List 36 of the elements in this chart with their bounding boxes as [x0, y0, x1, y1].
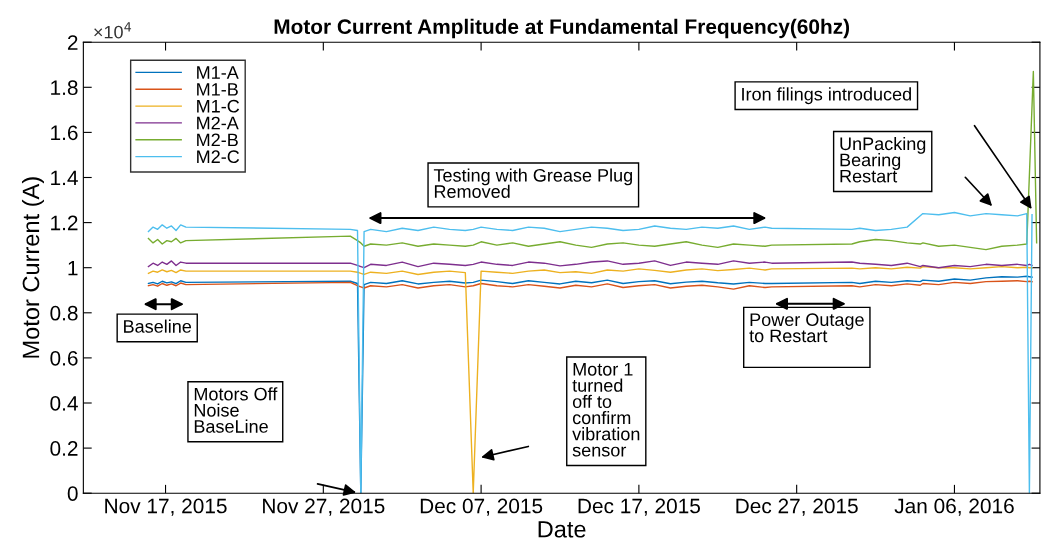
y-tick-label: 1 [68, 260, 78, 276]
annotation: UnPacking Bearing Restart [840, 136, 926, 183]
x-tick-label: Dec 27, 2015 [736, 498, 858, 516]
x-axis-title: Date [538, 521, 586, 538]
y-tick-label: 1.2 [51, 215, 78, 231]
x-tick-label: Nov 27, 2015 [263, 498, 385, 516]
y-tick-label: 0.2 [50, 441, 78, 456]
x-tick-label: Nov 17, 2015 [105, 498, 227, 516]
x-tick-label: Dec 17, 2015 [578, 498, 700, 516]
x-tick-label: Dec 07, 2015 [420, 498, 543, 516]
y-tick-label: 0.6 [50, 350, 78, 366]
y-tick-label: 1.4 [51, 170, 78, 186]
annotation: Motor 1 turned off to confirm vibration sensor [572, 363, 640, 457]
annotation: Power Outage to Restart [749, 313, 864, 343]
annotation: Motors Off Noise BaseLine [194, 387, 278, 433]
y-tick-label: 0.4 [50, 396, 78, 411]
legend-label: M1-A [197, 66, 239, 79]
legend-label: M2-A [197, 116, 239, 130]
legend-label: M1-C [197, 99, 240, 113]
annotation: Baseline [124, 319, 192, 333]
y-tick-label: 1.8 [51, 80, 78, 96]
annotation: Testing with Grease Plug Removed [433, 168, 632, 198]
y-tick-label: 2 [67, 35, 78, 50]
legend-label: M1-B [197, 83, 238, 96]
line-series [147, 260, 1033, 269]
annotation: Iron filings introduced [742, 87, 911, 105]
y-tick-label: 1.6 [51, 125, 78, 141]
legend-label: M2-B [197, 133, 238, 147]
y-tick-label: 0.8 [50, 305, 78, 321]
y-tick-label: 0 [67, 486, 78, 501]
x-tick-label: Jan 06, 2016 [894, 498, 1014, 516]
legend-label: M2-C [197, 150, 240, 164]
chart-title: Motor Current Amplitude at Fundamental Frequency(60hz) [274, 18, 850, 39]
line-series [147, 280, 1033, 290]
text: ×10$^{4}$ [94, 22, 132, 39]
y-axis-title: Motor Current (A) [21, 177, 44, 358]
